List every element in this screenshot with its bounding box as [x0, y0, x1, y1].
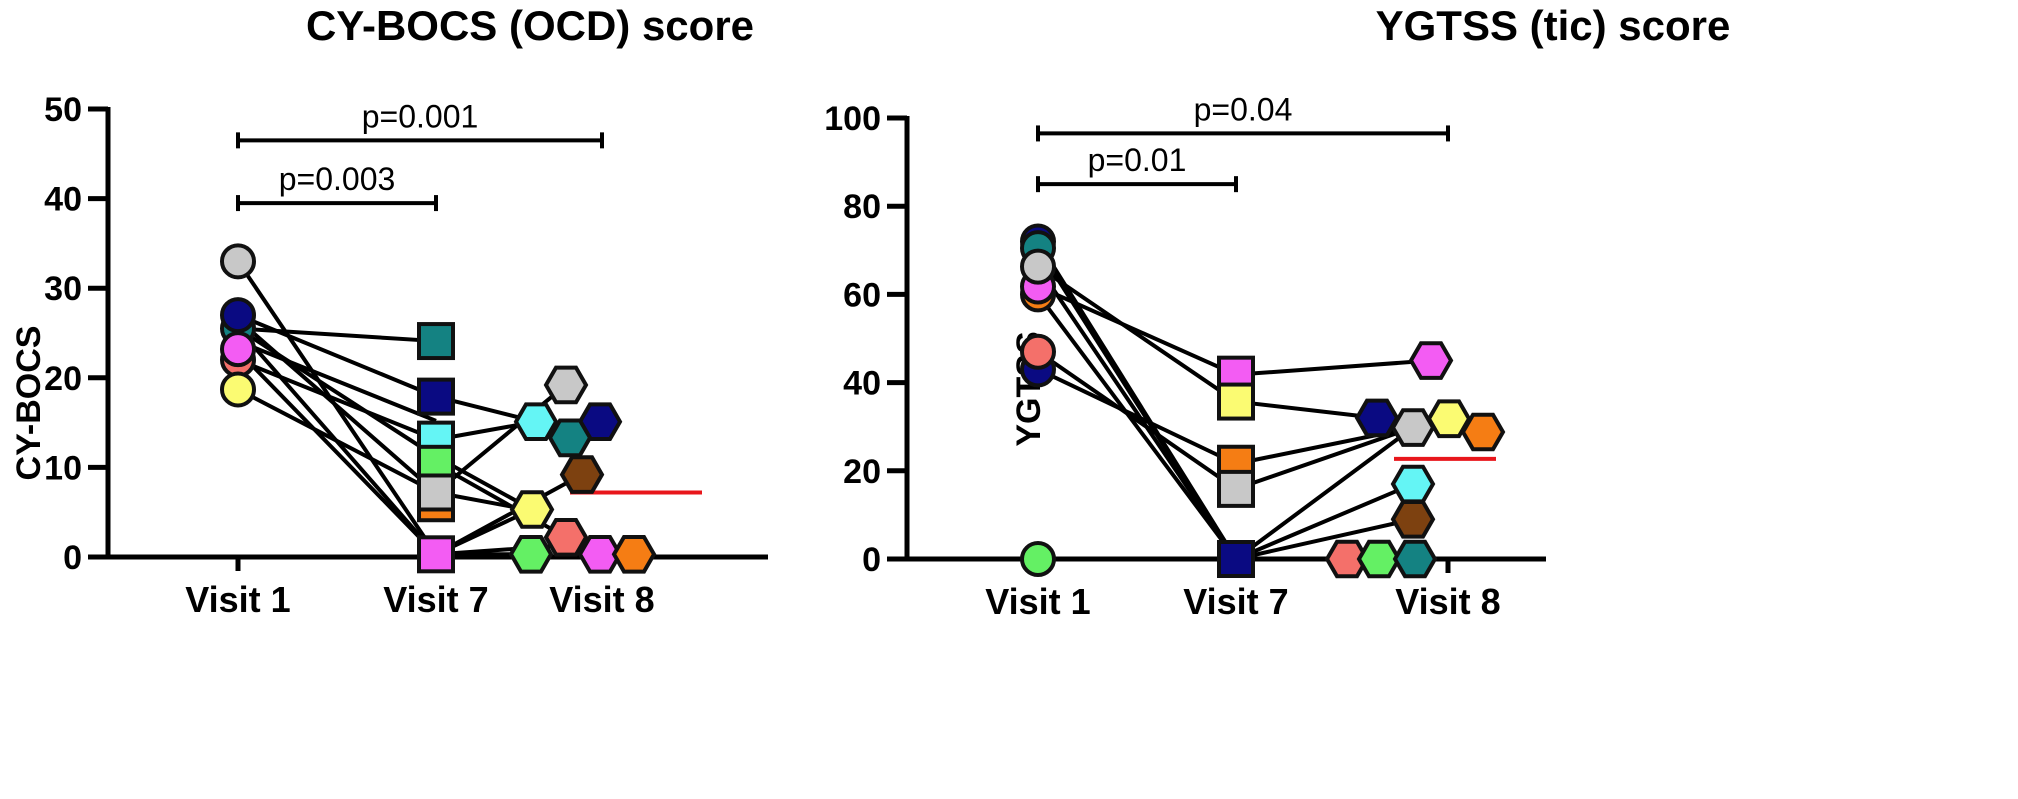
salmon-visit-8-point — [543, 518, 589, 557]
p-value-label: p=0.001 — [362, 98, 479, 134]
x-label-visit-1: Visit 1 — [185, 579, 290, 620]
connecting-line — [236, 260, 438, 556]
cybocs-significance-brackets: p=0.003 p=0.001 — [236, 98, 604, 212]
connecting-line — [1036, 350, 1238, 491]
connecting-line — [1037, 367, 1237, 466]
y-tick-label: 80 — [843, 188, 881, 226]
green-visit-8-point — [1356, 539, 1402, 579]
grey-visit-7-point — [1217, 469, 1255, 508]
navy-visit-7-point — [1217, 540, 1255, 578]
yellow-visit-8-point — [509, 490, 555, 529]
connecting-line — [237, 339, 437, 423]
teal-visit-8-point — [547, 418, 593, 458]
y-tick-label: 50 — [44, 91, 82, 129]
cybocs-y-axis-label: CY-BOCS — [10, 326, 48, 481]
y-tick-label: 0 — [862, 541, 881, 579]
p-value-label: p=0.04 — [1194, 91, 1293, 127]
cybocs-x-labels: Visit 1 Visit 7 Visit 8 — [185, 579, 654, 620]
y-tick-label: 100 — [824, 100, 881, 138]
connecting-line — [1235, 482, 1414, 561]
p-value-label: p=0.003 — [279, 161, 396, 197]
salmon-visit-1-point — [1020, 333, 1056, 370]
x-label-visit-8: Visit 8 — [1395, 581, 1500, 622]
y-tick-label: 20 — [44, 360, 82, 398]
connecting-line — [237, 326, 437, 344]
orange-visit-8-point — [611, 535, 657, 574]
connecting-line — [1235, 358, 1432, 377]
ygtss-x-labels: Visit 1 Visit 7 Visit 8 — [985, 581, 1500, 622]
grey-visit-8-point — [543, 365, 589, 405]
yellow-visit-7-point — [1217, 382, 1255, 421]
cybocs-y-ticks: 0 10 20 30 40 50 — [44, 91, 108, 577]
grey-visit-1-point — [1020, 248, 1056, 285]
cyan-visit-8-point — [1390, 464, 1436, 504]
connecting-line — [1235, 517, 1414, 561]
teal-visit-8-point — [1392, 539, 1438, 579]
magenta-visit-8-point — [577, 535, 623, 574]
teal-visit-7-point — [417, 322, 455, 361]
orange-visit-8-point — [1460, 412, 1506, 452]
y-tick-label: 40 — [44, 181, 82, 219]
y-tick-label: 40 — [843, 365, 881, 403]
x-label-visit-7: Visit 7 — [1183, 581, 1288, 622]
cyan-visit-8-point — [513, 402, 559, 441]
y-tick-label: 10 — [44, 449, 82, 487]
navy-visit-8-point — [1354, 398, 1400, 438]
grey-visit-8-point — [1390, 408, 1436, 447]
connecting-line — [237, 358, 437, 442]
ygtss-significance-brackets: p=0.01p=0.04 — [1036, 91, 1450, 193]
connecting-line — [236, 349, 438, 556]
navy-visit-7-point — [417, 377, 455, 416]
connecting-line — [1037, 284, 1237, 377]
connecting-line — [236, 326, 438, 459]
ygtss-points — [1020, 223, 1506, 579]
brown-visit-8-point — [559, 455, 605, 494]
ygtss-connecting-lines — [1036, 240, 1432, 561]
salmon-visit-8-point — [1324, 539, 1370, 579]
green-visit-1-point — [1020, 541, 1056, 577]
grey-visit-7-point — [417, 473, 455, 512]
connecting-line — [237, 313, 437, 399]
ygtss-title: YGTSS (tic) score — [1376, 2, 1731, 49]
cybocs-title: CY-BOCS (OCD) score — [306, 2, 754, 49]
y-tick-label: 30 — [44, 270, 82, 308]
p-value-label: p=0.01 — [1088, 142, 1187, 178]
y-tick-label: 20 — [843, 453, 881, 491]
green-visit-8-point — [508, 535, 554, 574]
magenta-visit-8-point — [1408, 341, 1454, 380]
connecting-line — [1036, 293, 1238, 561]
x-label-visit-7: Visit 7 — [383, 579, 488, 620]
yellow-visit-1-point — [220, 371, 256, 408]
magenta-visit-7-point — [417, 535, 455, 574]
y-tick-label: 60 — [843, 276, 881, 314]
navy-visit-1-point — [220, 297, 256, 334]
grey-visit-1-point — [220, 243, 256, 280]
ygtss-y-ticks: 0 20 40 60 80 100 — [824, 100, 907, 579]
cybocs-panel: CY-BOCS (OCD) score CY-BOCS 01020304050 … — [10, 2, 768, 620]
connecting-line — [1235, 425, 1414, 491]
connecting-line — [1036, 265, 1238, 561]
connecting-line — [1036, 264, 1238, 404]
brown-visit-8-point — [1390, 500, 1436, 539]
x-label-visit-8: Visit 8 — [549, 579, 654, 620]
y-tick-label: 0 — [63, 539, 82, 577]
connecting-line — [1235, 399, 1378, 420]
connecting-line — [1234, 425, 1415, 561]
x-label-visit-1: Visit 1 — [985, 581, 1090, 622]
yellow-visit-8-point — [1426, 399, 1472, 439]
connecting-line — [236, 327, 438, 556]
cybocs-points — [220, 243, 657, 574]
magenta-visit-1-point — [220, 331, 256, 368]
